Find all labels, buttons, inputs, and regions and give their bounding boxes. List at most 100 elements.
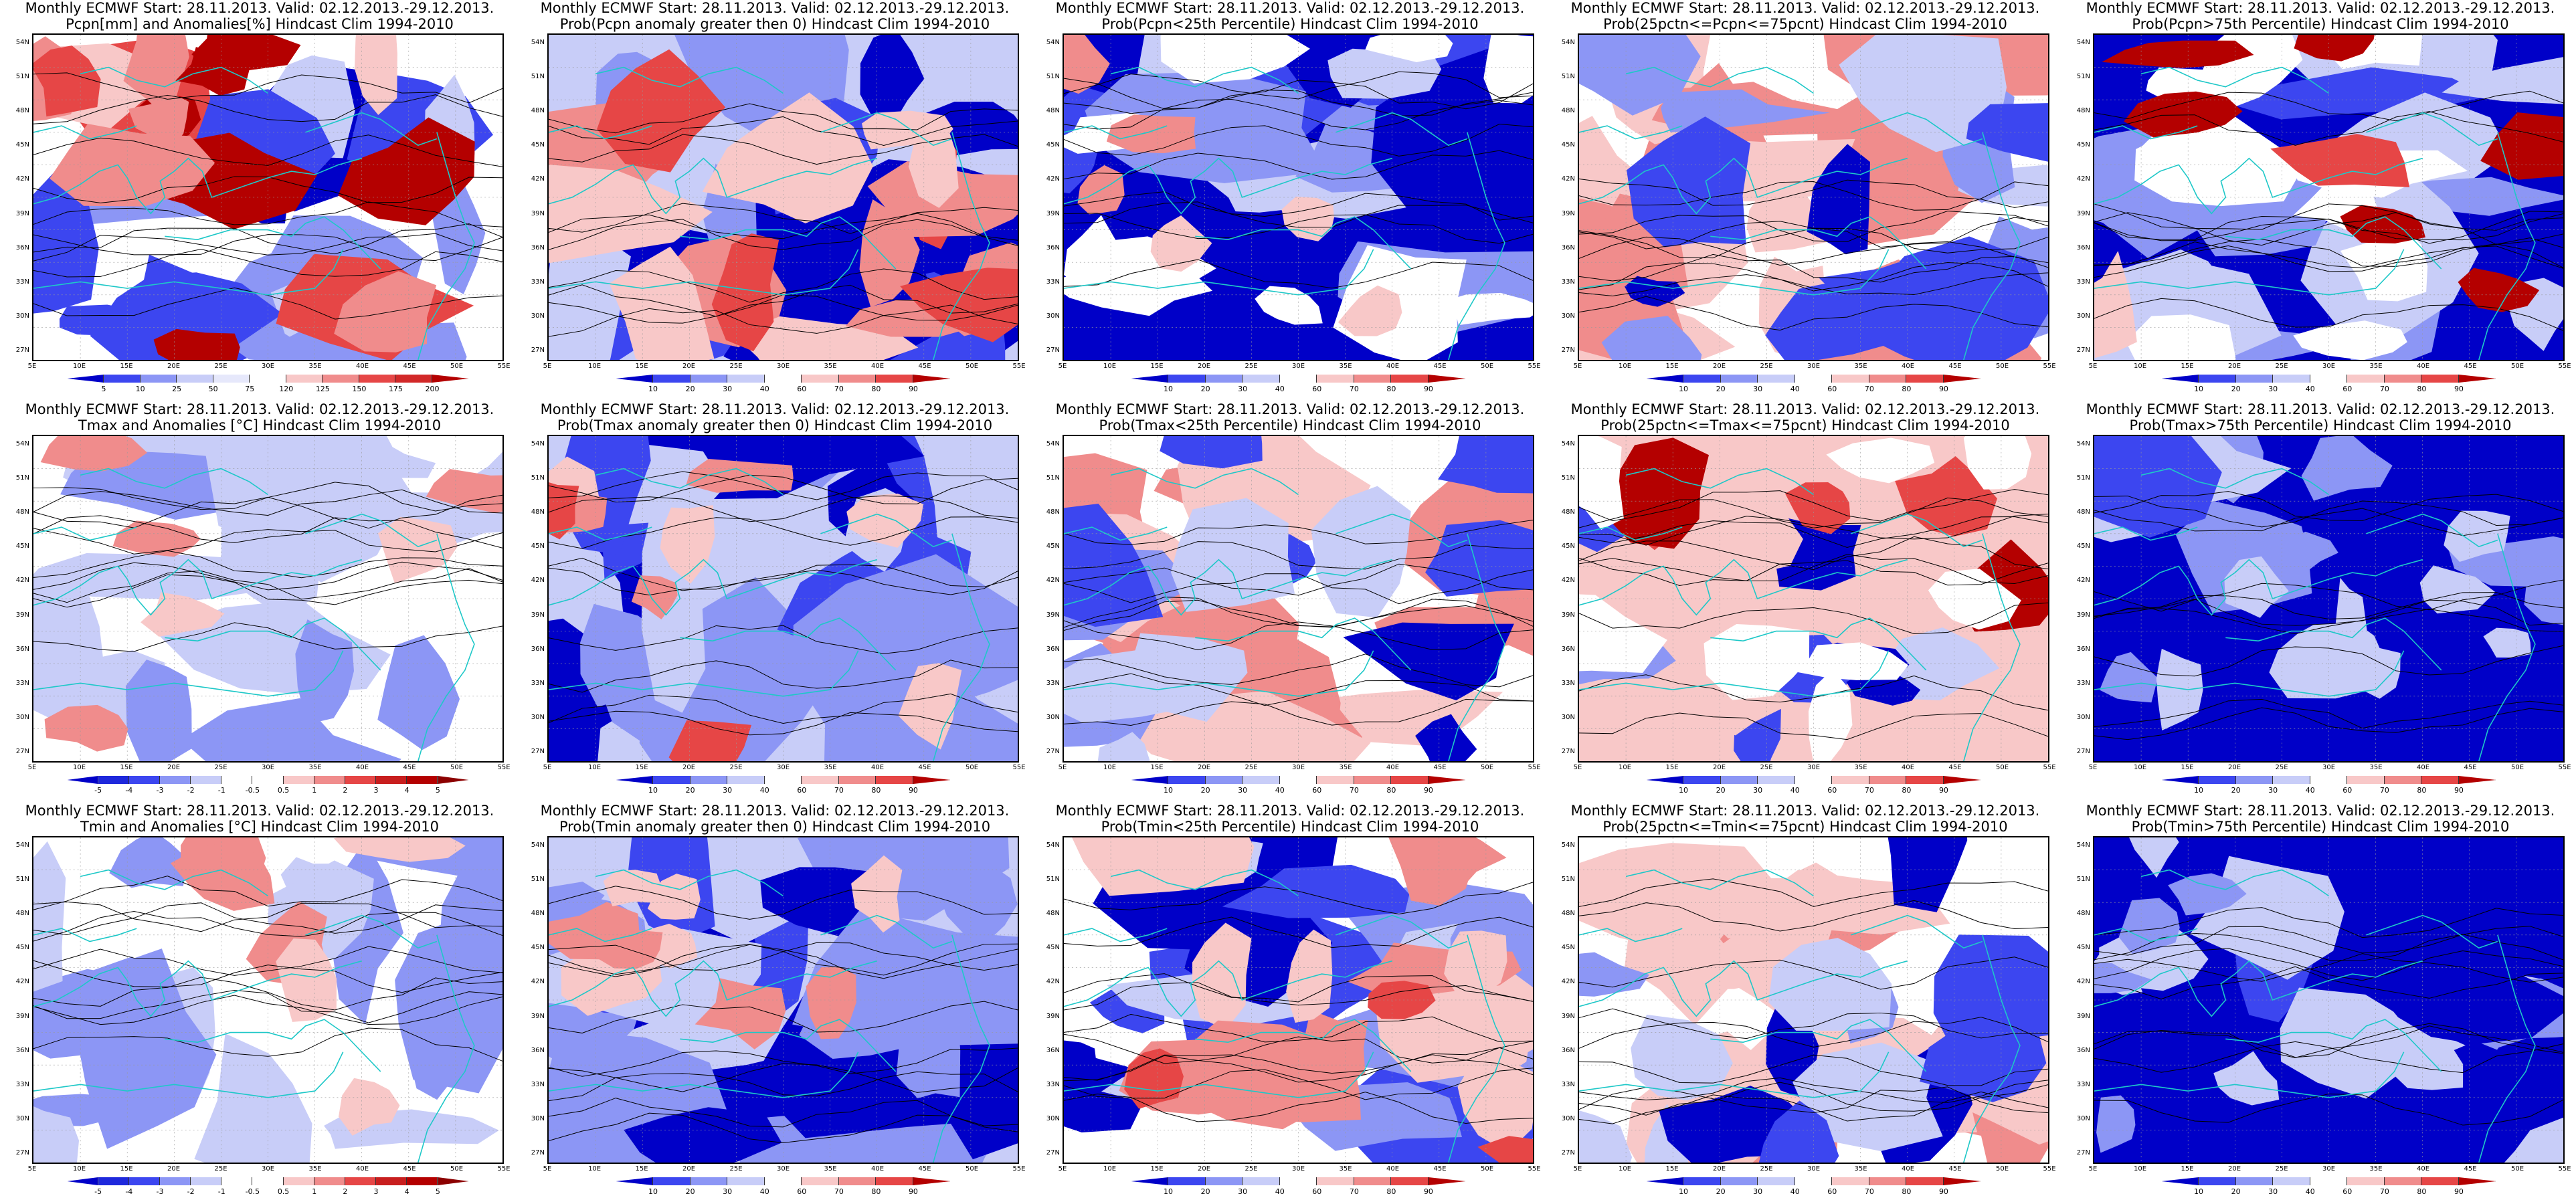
colorbar-swatch [359,375,396,383]
latitude-label: 48N [15,910,29,918]
colorbar-swatch [1428,776,1466,784]
colorbar-tick-label: 40 [1275,1187,1285,1196]
latitude-label: 51N [2076,876,2090,884]
contour-line [33,995,502,1025]
coastline [1579,164,1720,215]
contour-line [33,234,502,262]
longitude-label: 55E [1528,1165,1541,1173]
map-field-svg [33,35,502,360]
longitude-label: 5E [27,764,37,771]
shaded-field-region [181,698,401,761]
contour-line [1064,201,1533,228]
coastline [549,125,652,140]
coastline [549,1051,859,1098]
latitude-label: 39N [15,209,29,217]
coastline [933,934,990,1163]
coastline [1579,125,1683,140]
colorbar-swatch [1168,776,1206,784]
longitude-label: 35E [308,363,322,370]
coastline [1336,112,1468,146]
latitude-label: 36N [531,243,545,252]
contour-line [1579,1008,2048,1039]
colorbar-tick-label: 80 [871,786,881,795]
colorbar-swatch [1646,776,1684,784]
colorbar-tick-label: 2 [343,1187,348,1196]
colorbar-swatch [1131,375,1169,383]
latitude-label: 39N [531,1012,545,1020]
contour-line [1579,516,2048,548]
coastline [2366,914,2498,949]
panel-title-line1: Monthly ECMWF Start: 28.11.2013. Valid: … [1055,401,1525,417]
map-panel-tmax-5: Monthly ECMWF Start: 28.11.2013. Valid: … [2073,401,2571,803]
colorbar-swatch [2273,776,2310,784]
forecast-map [547,435,1019,763]
colorbar-swatch [2199,375,2236,383]
colorbar-swatch [221,776,253,784]
forecast-map [32,435,504,763]
panel-title-line2: Prob(Tmin>75th Percentile) Hindcast Clim… [2131,819,2510,835]
colorbar-swatch [1758,776,1795,784]
colorbar-tick-label: 75 [245,385,255,393]
latitude-label: 42N [531,175,545,183]
longitude-label: 50E [1995,764,2009,771]
contour-line [33,561,502,591]
latitude-label: 39N [1561,1012,1575,1020]
longitude-label: 10E [1103,764,1117,771]
latitude-label: 39N [1046,209,1060,217]
colorbar-swatch [1683,776,1721,784]
latitude-label: 39N [1046,1012,1060,1020]
shaded-field-region [2480,112,2563,180]
contour-line [1064,1013,1533,1043]
longitude-label: 40E [1386,363,1400,370]
longitude-label: 45E [2464,764,2477,771]
colorbar-swatch [690,1177,728,1185]
contour-line [1579,211,2048,242]
colorbar-swatch [1243,375,1280,383]
latitude-label: 45N [531,542,545,550]
latitude-label: 36N [2076,645,2090,653]
contour-line [1064,673,1533,706]
longitude-label: 35E [824,1165,837,1173]
coastline [1110,66,1299,94]
colorbar-swatch [876,1177,913,1185]
colorbar-swatch [1832,1177,1869,1185]
colorbar-tick-label: 10 [1164,1187,1174,1196]
colorbar-swatch [616,776,654,784]
longitude-label: 40E [870,1165,885,1173]
colorbar-swatch [2310,375,2348,383]
shaded-field-region [1160,35,1311,84]
longitude-label: 50E [1480,764,1494,771]
coastline [1579,249,1890,296]
longitude-label: 30E [2322,363,2336,370]
latitude-label: 48N [531,910,545,918]
shaded-field-region [2224,556,2289,618]
colorbar-swatch [140,375,177,383]
longitude-label: 5E [2088,764,2098,771]
longitude-label: 20E [1197,1165,1211,1173]
longitude-label: 30E [776,1165,790,1173]
colorbar-tick-label: 70 [834,786,844,795]
colorbar-swatch [1683,1177,1721,1185]
coastline [549,249,859,296]
latitude-label: 27N [1561,1149,1575,1157]
colorbar: 5 10 25 50 75 120 125 150 175 200 [67,375,469,395]
latitude-label: 54N [531,39,545,46]
longitude-label: 15E [1665,764,1679,771]
contour-line [33,876,502,910]
forecast-map [32,33,504,361]
colorbar-tick-label: 80 [1902,385,1912,393]
shaded-field-region [1106,114,1196,154]
longitude-label: 25E [1760,1165,1773,1173]
latitude-label: 33N [2076,278,2090,286]
contour-line [1579,602,2048,634]
latitude-label: 36N [1561,243,1575,252]
longitude-label: 10E [1618,1165,1632,1173]
latitude-label: 39N [1561,611,1575,619]
map-field-svg [1064,436,1533,761]
longitude-label: 55E [1528,764,1541,771]
colorbar-tick-label: 0.5 [277,786,290,795]
latitude-label: 54N [1046,39,1060,46]
colorbar-swatch [2458,776,2496,784]
contour-line [1064,191,1533,221]
coastline [1064,125,1168,140]
